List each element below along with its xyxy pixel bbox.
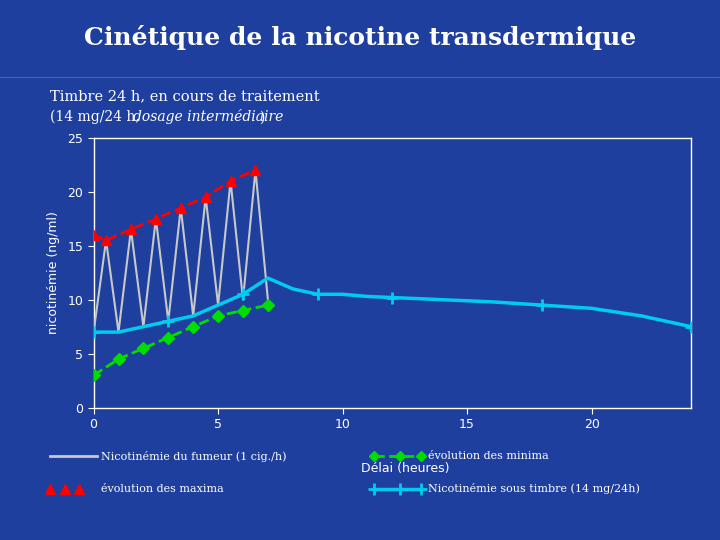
Text: ): )	[259, 111, 264, 125]
Text: évolution des maxima: évolution des maxima	[101, 484, 223, 494]
Text: Délai (heures): Délai (heures)	[361, 462, 449, 475]
Y-axis label: nicotinémie (ng/ml): nicotinémie (ng/ml)	[48, 211, 60, 334]
Text: Timbre 24 h, en cours de traitement: Timbre 24 h, en cours de traitement	[50, 89, 320, 103]
Text: (14 mg/24 h,: (14 mg/24 h,	[50, 110, 145, 125]
Text: Cinétique de la nicotine transdermique: Cinétique de la nicotine transdermique	[84, 25, 636, 50]
Text: dosage intermédiaire: dosage intermédiaire	[133, 110, 284, 125]
Text: évolution des minima: évolution des minima	[428, 451, 549, 461]
Text: Nicotinémie du fumeur (1 cig./h): Nicotinémie du fumeur (1 cig./h)	[101, 451, 287, 462]
Text: Nicotinémie sous timbre (14 mg/24h): Nicotinémie sous timbre (14 mg/24h)	[428, 483, 640, 494]
